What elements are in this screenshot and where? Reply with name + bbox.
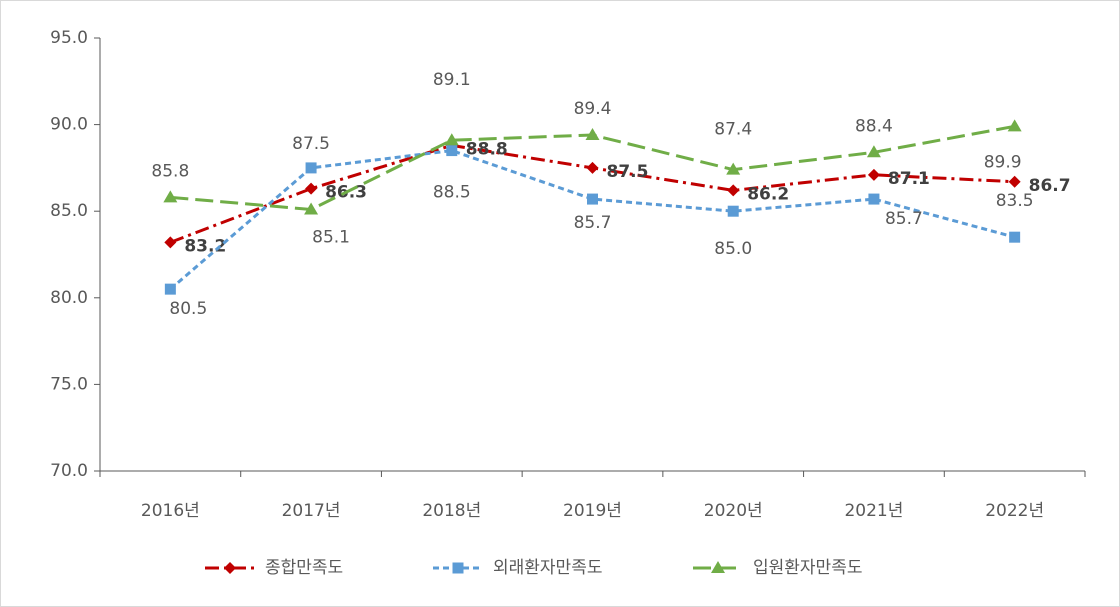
data-label: 87.1: [888, 169, 930, 189]
y-tick-label: 70.0: [50, 461, 88, 481]
data-label: 88.5: [433, 183, 471, 203]
marker: [164, 283, 176, 295]
marker: [868, 193, 880, 205]
x-tick-label: 2021년: [844, 501, 903, 521]
y-tick-label: 95.0: [50, 28, 88, 48]
data-label: 89.1: [433, 70, 471, 90]
marker: [304, 202, 319, 215]
marker: [866, 145, 881, 158]
data-label: 85.8: [151, 161, 189, 181]
series: 85.8 85.1 89.1 89.4 87.4 88.4 89.9: [151, 70, 1022, 247]
data-label: 85.0: [714, 239, 752, 259]
x-tick-label: 2020년: [704, 501, 763, 521]
marker: [727, 184, 740, 197]
data-label: 83.5: [996, 191, 1034, 211]
marker: [305, 162, 317, 174]
y-tick-label: 90.0: [50, 115, 88, 135]
x-tick-label: 2018년: [422, 501, 481, 521]
marker: [1007, 119, 1022, 132]
data-label: 85.7: [574, 213, 612, 233]
data-label: 89.4: [574, 99, 612, 119]
y-tick-label: 75.0: [50, 374, 88, 394]
data-label: 88.4: [855, 116, 893, 136]
y-tick-label: 80.0: [50, 288, 88, 308]
data-label: 87.5: [292, 134, 330, 154]
data-label: 88.8: [466, 139, 508, 159]
x-tick-label: 2022년: [985, 501, 1044, 521]
x-tick-label: 2019년: [563, 501, 622, 521]
data-label: 85.7: [885, 209, 923, 229]
marker: [727, 205, 739, 217]
series: 83.286.388.887.586.287.1 86.7: [164, 139, 1071, 256]
marker: [585, 127, 600, 140]
marker: [446, 145, 458, 157]
data-label: 87.5: [607, 162, 649, 182]
legend-label: 외래환자만족도: [493, 558, 602, 578]
data-label: 83.2: [184, 236, 226, 256]
data-label: 87.4: [714, 120, 752, 140]
marker: [305, 182, 318, 195]
marker: [1008, 175, 1021, 188]
marker: [164, 236, 177, 249]
marker: [586, 161, 599, 174]
data-label: 89.9: [984, 152, 1022, 172]
x-tick-label: 2017년: [282, 501, 341, 521]
marker: [711, 561, 725, 573]
x-tick-label: 2016년: [141, 501, 200, 521]
marker: [163, 190, 178, 203]
data-label: 85.1: [312, 227, 350, 247]
data-label: 86.2: [747, 184, 789, 204]
y-tick-label: 85.0: [50, 201, 88, 221]
data-label: 86.7: [1029, 176, 1071, 196]
data-label: 80.5: [169, 299, 207, 319]
marker: [224, 562, 236, 574]
marker: [452, 562, 464, 574]
marker: [444, 133, 459, 146]
marker: [867, 168, 880, 181]
legend-label: 종합만족도: [265, 558, 343, 578]
legend-label: 입원환자만족도: [753, 558, 862, 578]
marker: [726, 162, 741, 175]
series: 80.5 87.5 88.5 85.7 85.0 85.7 83.5: [164, 134, 1034, 319]
marker: [1009, 231, 1021, 243]
marker: [587, 193, 598, 205]
